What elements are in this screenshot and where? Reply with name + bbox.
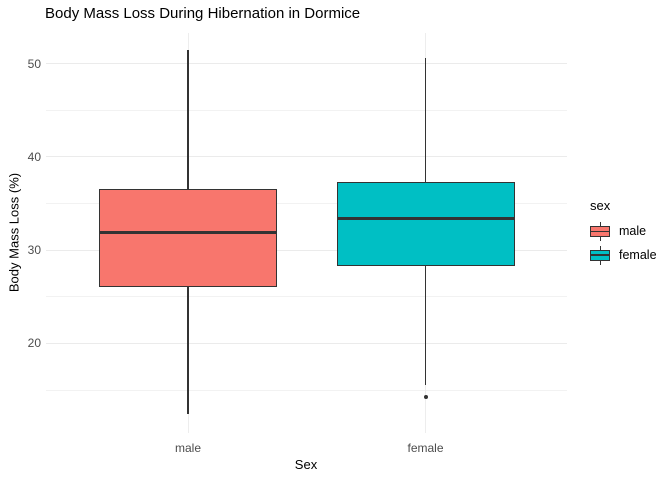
y-tick-label: 20 [27,336,41,351]
plot-panel [46,33,567,433]
gridline-minor [46,109,567,111]
x-tick-label-male: male [174,441,201,455]
gridline-major [46,156,567,158]
gridline-minor [46,296,567,298]
box-female [336,182,515,267]
y-tick-label: 50 [27,56,41,71]
median-line-male [99,231,277,234]
gridline-major [46,63,567,64]
legend-key-median [590,230,610,233]
outlier-point [423,394,428,399]
gridline-minor [46,202,567,204]
legend-title: sex [590,198,611,213]
y-axis-title: Body Mass Loss (%) [6,172,22,293]
gridline-minor [46,389,567,391]
legend-key-male-icon [590,220,610,243]
x-axis-title: Sex [294,457,318,472]
gridline-major [46,249,567,251]
y-tick-label: 40 [27,149,41,164]
x-tick-label-female: female [407,441,444,455]
legend-label: male [619,224,647,238]
legend-key-female-icon [590,244,610,267]
legend-key-median [590,254,610,256]
y-tick-label: 30 [27,243,41,258]
legend-entry-female: female [590,244,670,267]
median-line-female [336,217,515,220]
chart-title: Body Mass Loss During Hibernation in Dor… [45,5,361,22]
legend-entry-male: male [590,220,670,243]
gridline-major [46,342,567,344]
legend-label: female [619,247,657,262]
box-male [99,189,277,287]
